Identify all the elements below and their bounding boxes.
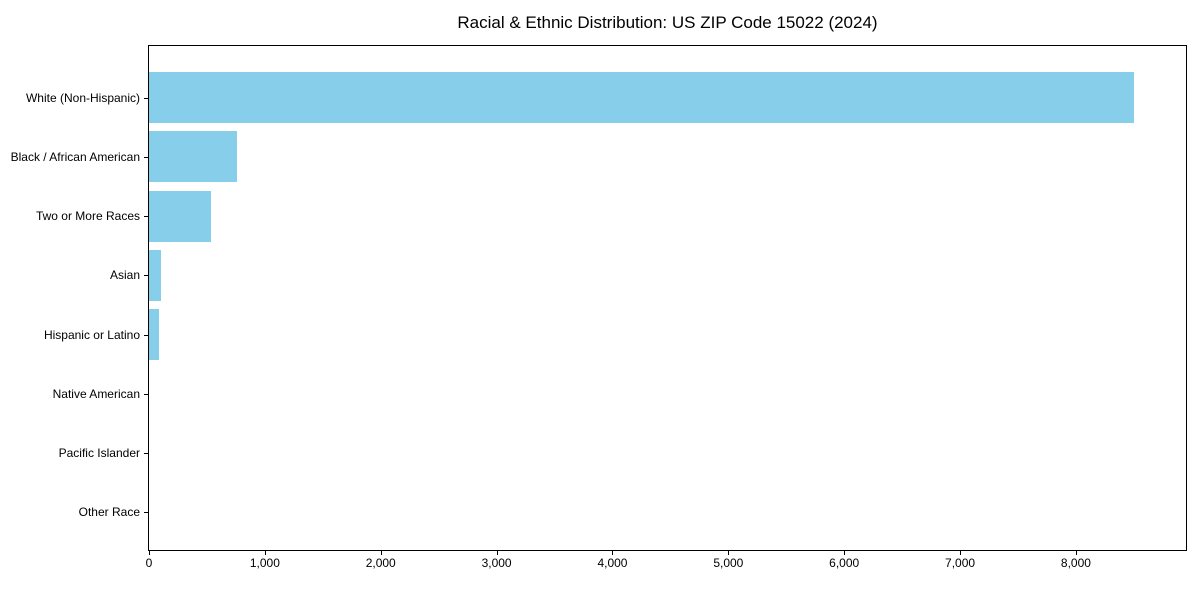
bar-row: Hispanic or Latino bbox=[44, 309, 1186, 361]
y-axis-tick bbox=[144, 97, 148, 99]
x-axis-tick bbox=[149, 551, 150, 555]
y-axis-tick bbox=[144, 275, 148, 277]
x-axis-tick bbox=[1075, 551, 1077, 555]
x-axis-tick bbox=[960, 551, 962, 555]
y-axis-tick bbox=[144, 453, 148, 455]
x-axis-tick bbox=[844, 551, 846, 555]
bar-row: Two or More Races bbox=[36, 190, 1186, 242]
bar-row: Black / African American bbox=[11, 131, 1186, 183]
bar bbox=[149, 309, 159, 361]
bar bbox=[149, 249, 161, 301]
x-axis-tick-label: 8,000 bbox=[1060, 556, 1091, 570]
x-axis-tick-label: 0 bbox=[145, 556, 153, 570]
bar-row: Pacific Islander bbox=[59, 428, 1186, 479]
y-axis-tick bbox=[144, 216, 148, 218]
y-axis-tick bbox=[144, 156, 148, 158]
x-axis-tick bbox=[728, 551, 730, 555]
x-axis-tick-label: 7,000 bbox=[945, 556, 976, 570]
plot-area: White (Non-Hispanic) Black / African Amer… bbox=[11, 45, 1187, 569]
bar bbox=[149, 131, 238, 183]
y-axis-label: Pacific Islander bbox=[58, 446, 140, 461]
x-axis-tick-label: 1,000 bbox=[249, 556, 280, 570]
x-axis-tick bbox=[496, 551, 498, 555]
x-axis-tick-label: 3,000 bbox=[481, 556, 512, 570]
x-axis-tick bbox=[380, 551, 382, 555]
bar bbox=[149, 72, 1134, 124]
x-axis-tick-label: 5,000 bbox=[713, 556, 744, 570]
x-axis-tick-label: 2,000 bbox=[365, 556, 396, 570]
y-axis-tick bbox=[144, 393, 148, 395]
bar bbox=[149, 190, 211, 242]
x-axis-tick-label: 4,000 bbox=[597, 556, 628, 570]
y-axis-label: White (Non-Hispanic) bbox=[25, 90, 140, 105]
y-axis-label: Asian bbox=[109, 268, 140, 283]
bar-row: Other Race bbox=[79, 487, 1186, 538]
y-axis-label: Two or More Races bbox=[35, 209, 140, 224]
x-axis-tick-label: 6,000 bbox=[829, 556, 860, 570]
x-axis-tick bbox=[612, 551, 614, 555]
y-axis-tick bbox=[144, 512, 148, 514]
y-axis-label: Other Race bbox=[78, 505, 140, 520]
y-axis-label: Native American bbox=[52, 386, 140, 401]
y-axis-label: Hispanic or Latino bbox=[43, 327, 140, 342]
bar-row: White (Non-Hispanic) bbox=[26, 72, 1186, 124]
bar-row: Native American bbox=[53, 368, 1186, 419]
y-axis-label: Black / African American bbox=[10, 149, 140, 164]
x-axis-tick bbox=[264, 551, 266, 555]
y-axis-tick bbox=[144, 334, 148, 336]
chart-title: Racial & Ethnic Distribution: US ZIP Cod… bbox=[457, 13, 878, 32]
bar-row: Asian bbox=[110, 249, 1186, 301]
